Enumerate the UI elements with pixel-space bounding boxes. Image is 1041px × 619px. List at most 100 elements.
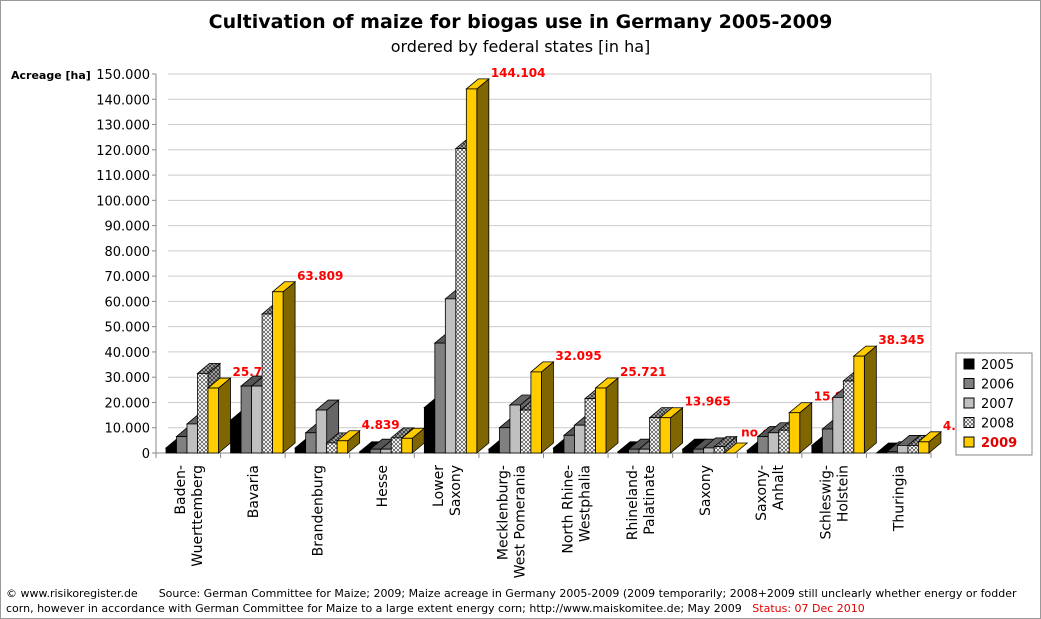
category-label: Saxony [698,465,714,516]
bar-front [509,404,521,454]
legend-label: 2007 [981,397,1014,412]
category-label-line: Lower [431,465,447,507]
bar-front [499,427,511,454]
y-tick-label: 120.000 [96,144,150,159]
category-label-line: Saxony [448,465,464,516]
legend-swatch-2007 [963,397,975,409]
bar-front [165,447,177,454]
bar-front [692,448,705,454]
y-axis-label: Acreage [ha] [11,69,91,82]
category-label-line: Bavaria [246,465,262,518]
footer-status: Status: 07 Dec 2010 [752,602,865,615]
chart-title: Cultivation of maize for biogas use in G… [208,11,833,33]
category-label-line: Saxony- [754,465,770,521]
y-tick-label: 30.000 [105,371,151,386]
bar-front [488,448,500,454]
bar-2009 [788,401,813,454]
y-tick-label: 140.000 [96,93,150,108]
bar-front [617,451,629,454]
bar-front [713,446,726,454]
legend-swatch-2006 [963,378,975,389]
legend-label: 2009 [981,436,1017,451]
category-label-line: Baden- [173,465,189,515]
bar-front [778,429,790,454]
bar-front [530,371,542,454]
bar-front [853,355,865,454]
bar-front [842,380,855,454]
bar-front [423,407,436,454]
bar-2009 [336,429,361,454]
data-label: 32.095 [555,349,601,363]
category-label-line: Palatinate [642,465,658,535]
footer-source: Source: German Committee for Maize; 2009… [6,587,1017,615]
category-label-line: Mecklenburg- [496,465,512,560]
bar-front [315,409,328,454]
chart-subtitle: ordered by federal states [in ha] [390,37,651,56]
legend-swatch-2009 [963,436,975,448]
data-label: 63.809 [297,269,343,283]
bar-2009 [852,345,878,454]
bar-front [305,432,317,454]
category-label: Hesse [375,465,391,507]
category-label-line: Hesse [375,465,391,507]
category-label: Saxony- Anhalt [754,464,787,520]
bar-front [455,148,467,454]
bar-side [605,377,619,454]
y-tick-label: 50.000 [105,321,151,336]
y-tick-label: 10.000 [105,422,151,437]
bar-front [628,448,640,454]
category-label: Brandenburg [310,465,326,556]
category-label: Schleswig- Holstein [819,465,852,540]
category-label-line: Anhalt [771,464,787,510]
bar-front [359,451,371,454]
y-tick-label: 0 [142,447,150,462]
bar-front [746,450,759,454]
data-label: 38.345 [878,333,924,347]
category-label-line: Rhineland- [625,465,641,540]
category-label: Lower Saxony [431,465,464,516]
bar-front [240,385,252,454]
category-label: North Rhine- Westphalia [560,465,593,554]
bar-front [659,417,671,454]
bar-front [390,437,403,454]
category-label-line: Thuringia [892,465,908,532]
bar-front [649,417,661,454]
category-label-line: Schleswig- [819,465,835,540]
bar-side [863,345,877,454]
category-label-line: Wuerttemberg [190,465,206,567]
bar-front [186,423,198,454]
y-tick-label: 130.000 [96,119,150,134]
y-tick-label: 70.000 [105,270,151,285]
bar-front [176,436,188,454]
footer-site: © www.risikoregister.de [6,587,138,600]
y-tick-label: 150.000 [96,68,150,83]
legend-swatch-2008 [963,417,975,428]
bar-front [907,445,919,454]
bar-side [541,361,554,454]
bar-front [326,442,338,454]
bar-front [401,437,413,454]
category-label-line: Saxony [698,465,714,516]
bar-2009 [465,78,490,454]
bar-side [218,377,231,454]
data-label: 4.839 [362,418,400,432]
category-label: Baden- Wuerttemberg [173,465,206,567]
y-tick-label: 20.000 [105,396,151,411]
bar-front [207,387,219,454]
bar-front [788,412,801,454]
legend-swatch-2005 [963,358,975,370]
bar-front [230,419,242,454]
bar-2009 [271,280,297,454]
bar-front [261,313,273,454]
bar-front [197,373,209,454]
category-label-line: North Rhine- [560,465,576,554]
data-label: 144.104 [491,66,546,80]
category-label-line: Brandenburg [310,465,326,556]
bar-front [595,387,607,454]
bar-front [821,428,834,454]
y-tick-label: 100.000 [96,194,150,209]
bar-side [282,280,296,454]
y-tick-label: 60.000 [105,295,151,310]
